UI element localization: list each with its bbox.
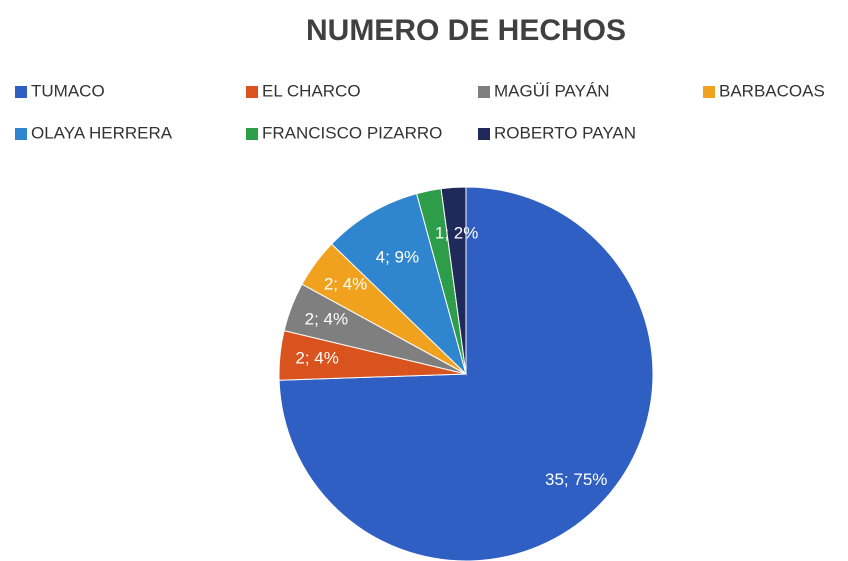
data-label: 35; 75% [545,470,607,489]
legend-label: OLAYA HERRERA [31,123,173,142]
legend-swatch [246,128,258,140]
legend-label: TUMACO [31,81,105,100]
pie-slice [330,193,467,376]
legend-swatch [15,86,27,98]
legend-label: EL CHARCO [262,81,361,100]
data-label: 2; 4% [295,349,338,368]
data-label: 2; 4% [324,275,367,294]
legend-swatch [478,128,490,140]
data-label: 4; 9% [376,248,419,267]
pie-slice [440,186,467,375]
legend-label: ROBERTO PAYAN [494,123,636,142]
data-label: 2; 4% [305,310,348,329]
legend-swatch [478,86,490,98]
legend-label: FRANCISCO PIZARRO [262,123,442,142]
legend-label: BARBACOAS [719,81,825,100]
data-label: 1; 2% [435,224,478,243]
legend-label: MAGÜÍ PAYÁN [494,81,610,100]
chart-title: NUMERO DE HECHOS [306,14,626,47]
legend-swatch [703,86,715,98]
legend-swatch [246,86,258,98]
legend-swatch [15,128,27,140]
data-label: 1; 2% [404,167,448,186]
